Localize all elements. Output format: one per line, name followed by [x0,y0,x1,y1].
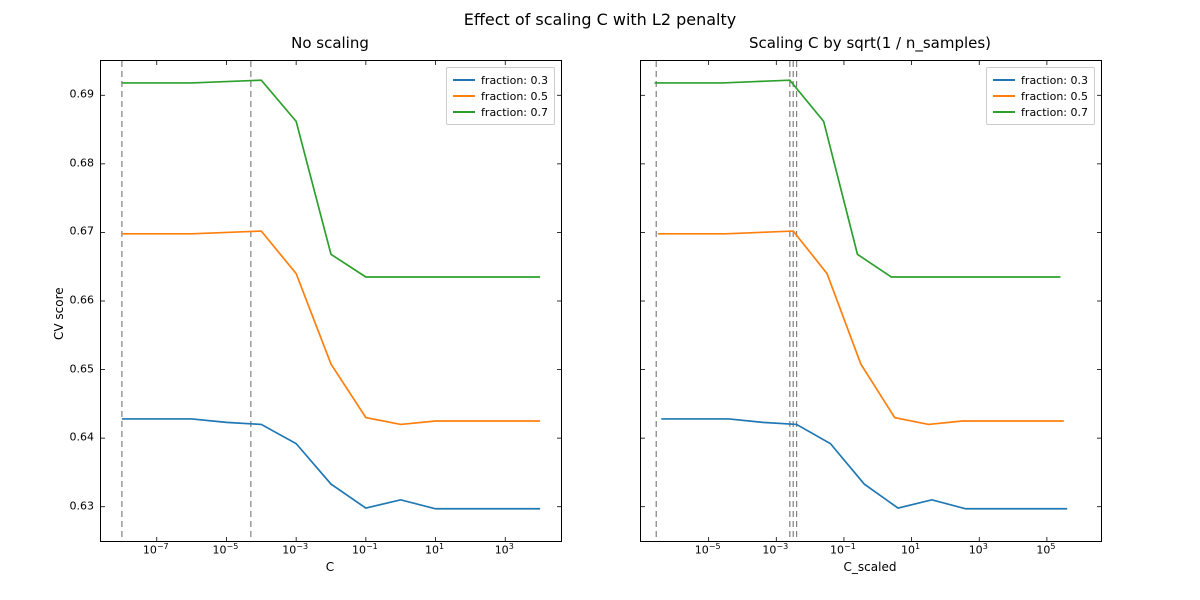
x-tick-label: 10−1 [352,542,378,557]
x-tick-labels-left: 10−7 10−5 10−3 10−1 101 103 [100,540,560,560]
y-tick-label: 0.65 [0,362,94,375]
legend-entry: fraction: 0.5 [453,88,548,104]
legend-swatch [453,111,475,113]
legend-label: fraction: 0.5 [1021,90,1088,103]
x-axis-label-left: C [100,560,560,574]
legend-swatch [993,95,1015,97]
x-tick-label: 10−7 [143,542,169,557]
y-tick-label: 0.67 [0,225,94,238]
subplot-title-left: No scaling [100,34,560,52]
legend-right: fraction: 0.3 fraction: 0.5 fraction: 0.7 [986,67,1095,125]
x-tick-label: 101 [901,542,920,557]
legend-entry: fraction: 0.5 [993,88,1088,104]
x-tick-label: 10−5 [695,542,721,557]
x-tick-label: 103 [969,542,988,557]
x-tick-label: 105 [1036,542,1055,557]
x-tick-label: 10−5 [213,542,239,557]
series-line [658,231,1064,424]
subplot-title-right: Scaling C by sqrt(1 / n_samples) [640,34,1100,52]
x-tick-label: 10−3 [282,542,308,557]
legend-label: fraction: 0.5 [481,90,548,103]
x-tick-label: 103 [495,542,514,557]
legend-swatch [993,111,1015,113]
y-tick-label: 0.63 [0,499,94,512]
series-line [122,231,540,424]
legend-swatch [453,95,475,97]
legend-label: fraction: 0.3 [481,74,548,87]
x-tick-labels-right: 10−5 10−3 10−1 101 103 105 [640,540,1100,560]
series-line [122,419,540,509]
figure-suptitle: Effect of scaling C with L2 penalty [0,10,1200,29]
legend-label: fraction: 0.7 [1021,106,1088,119]
y-tick-labels: 0.63 0.64 0.65 0.66 0.67 0.68 0.69 [0,60,100,540]
legend-label: fraction: 0.7 [481,106,548,119]
legend-swatch [453,79,475,81]
legend-entry: fraction: 0.7 [993,104,1088,120]
y-tick-label: 0.64 [0,431,94,444]
subplot-right: fraction: 0.3 fraction: 0.5 fraction: 0.7 [640,60,1102,542]
series-line [661,419,1067,509]
legend-swatch [993,79,1015,81]
legend-entry: fraction: 0.3 [993,72,1088,88]
x-tick-label: 10−3 [762,542,788,557]
legend-label: fraction: 0.3 [1021,74,1088,87]
x-axis-label-right: C_scaled [640,560,1100,574]
subplot-left: fraction: 0.3 fraction: 0.5 fraction: 0.7 [100,60,562,542]
legend-entry: fraction: 0.3 [453,72,548,88]
y-tick-label: 0.68 [0,156,94,169]
y-tick-label: 0.66 [0,294,94,307]
x-tick-label: 10−1 [830,542,856,557]
x-tick-label: 101 [425,542,444,557]
y-tick-label: 0.69 [0,88,94,101]
legend-left: fraction: 0.3 fraction: 0.5 fraction: 0.7 [446,67,555,125]
legend-entry: fraction: 0.7 [453,104,548,120]
